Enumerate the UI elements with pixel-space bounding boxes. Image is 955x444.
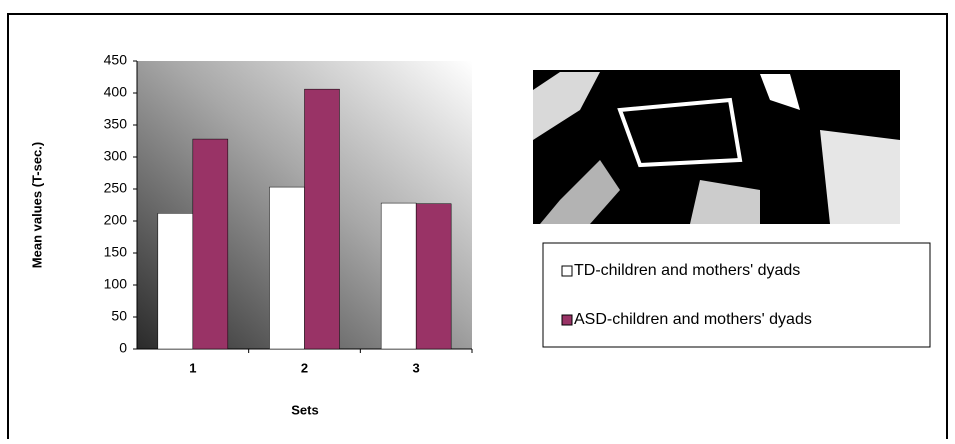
- y-tick-label: 350: [104, 116, 128, 132]
- y-tick-label: 0: [119, 340, 127, 356]
- bar: [158, 213, 193, 349]
- legend-swatch: [562, 315, 572, 325]
- y-tick-label: 300: [104, 148, 128, 164]
- legend-label: TD-children and mothers' dyads: [574, 262, 800, 279]
- photo: [533, 70, 900, 224]
- legend-swatch: [562, 266, 572, 276]
- y-tick-label: 250: [104, 180, 128, 196]
- chart: Mean values (T-sec.) Sets 0 50 100 150 200 25…: [0, 0, 955, 439]
- bar: [305, 89, 340, 349]
- y-tick-label: 200: [104, 212, 128, 228]
- legend-label: ASD-children and mothers' dyads: [574, 311, 812, 328]
- y-tick-label: 50: [111, 308, 127, 324]
- x-tick-label: 3: [413, 360, 420, 375]
- bar: [270, 187, 305, 349]
- x-tick-label: 1: [189, 360, 196, 375]
- bar: [193, 139, 228, 349]
- y-tick-label: 400: [104, 84, 128, 100]
- y-axis-label: Mean values (T-sec.): [29, 142, 44, 268]
- bar: [381, 203, 416, 349]
- y-tick-label: 150: [104, 244, 128, 260]
- y-tick-label: 100: [104, 276, 128, 292]
- bar: [416, 204, 451, 349]
- x-tick-label: 2: [301, 360, 308, 375]
- y-tick-label: 450: [104, 52, 128, 68]
- x-axis-label: Sets: [291, 402, 318, 417]
- legend-box: [543, 243, 930, 347]
